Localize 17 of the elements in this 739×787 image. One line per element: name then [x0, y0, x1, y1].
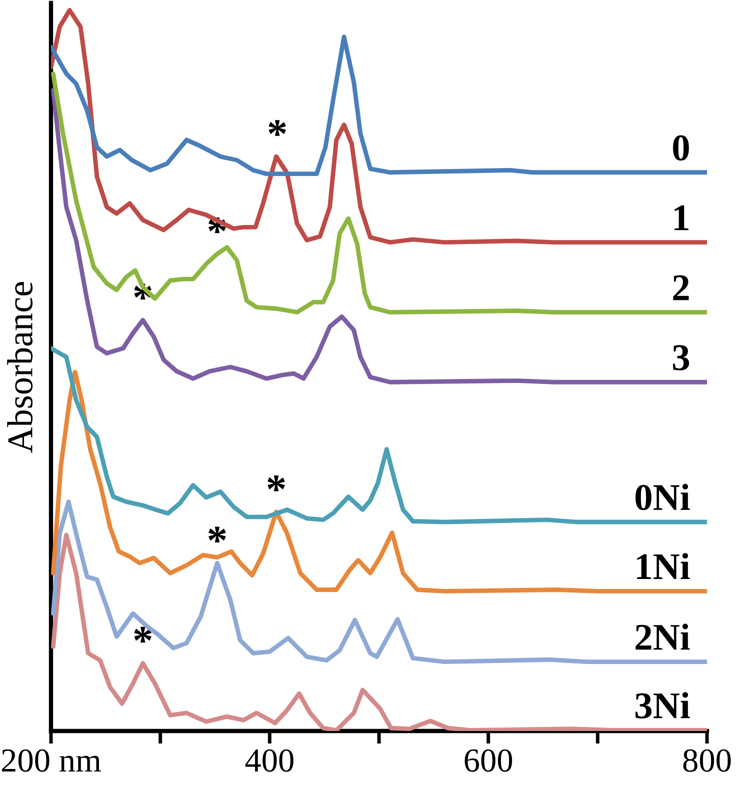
x-tick-label: 200 nm — [2, 749, 101, 772]
series-label: 3 — [672, 345, 690, 370]
annotation: * — [268, 120, 286, 136]
series-label: 3Ni — [635, 692, 690, 718]
series-label: 2Ni — [636, 624, 690, 650]
series-label: 0Ni — [636, 484, 690, 510]
series-label: 2 — [673, 275, 689, 300]
x-tick-label: 800 — [683, 749, 731, 772]
x-tick-label: 400 — [245, 749, 294, 772]
x-tick-label: 600 — [464, 749, 512, 772]
series-label: 1 — [674, 205, 688, 230]
series-label: 1Ni — [637, 552, 690, 580]
annotation: * — [268, 476, 285, 492]
annotation: * — [134, 626, 152, 643]
y-axis-title: Absorbance — [7, 282, 33, 453]
series-label: 0 — [673, 135, 689, 161]
annotation: * — [208, 526, 226, 542]
